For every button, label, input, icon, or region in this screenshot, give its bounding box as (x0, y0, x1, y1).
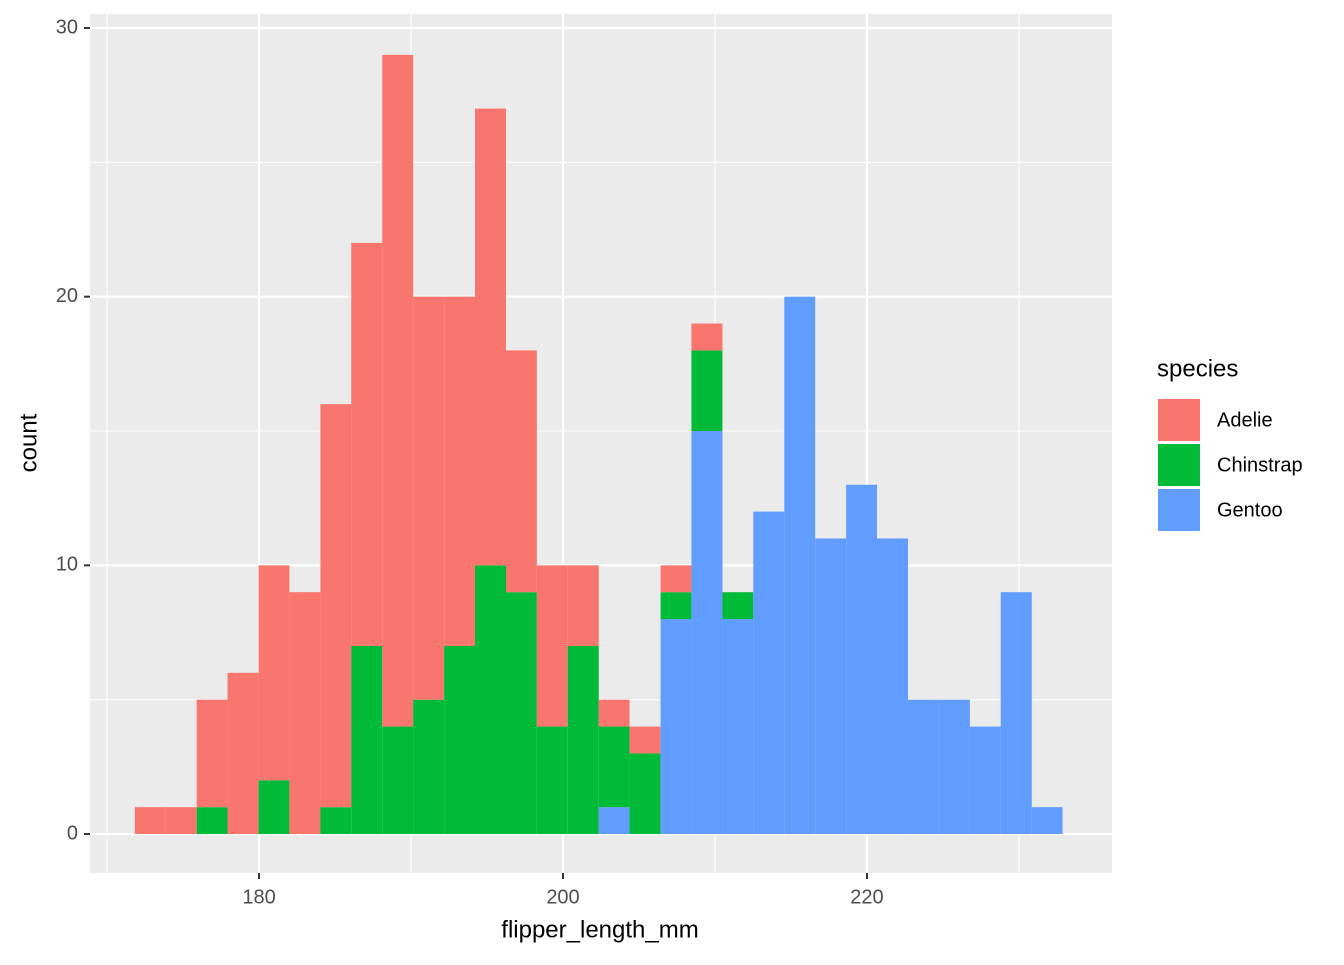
bar (351, 645, 383, 835)
bar (567, 565, 599, 646)
bar (506, 592, 537, 835)
bar (536, 726, 568, 835)
bar (320, 404, 352, 808)
bar (351, 242, 383, 646)
bar (444, 645, 475, 835)
bar (289, 592, 321, 835)
bar (258, 565, 290, 781)
bar (134, 807, 166, 835)
bar (969, 726, 1001, 835)
bar (413, 296, 445, 700)
bar (660, 565, 692, 593)
legend-title: species (1157, 355, 1238, 382)
bar (691, 323, 723, 351)
bar (691, 350, 723, 432)
bar (815, 538, 847, 835)
bar (165, 807, 197, 835)
legend-key (1158, 489, 1200, 531)
bar (536, 565, 568, 727)
bar (506, 350, 537, 593)
bar (1031, 807, 1063, 835)
bar (598, 699, 630, 727)
bar (629, 726, 661, 754)
bar (444, 296, 475, 646)
bar (722, 619, 754, 835)
bar (413, 699, 445, 835)
y-tick-label: 30 (56, 16, 78, 38)
bar (227, 672, 259, 835)
x-axis-title: flipper_length_mm (501, 916, 698, 943)
bar (660, 592, 692, 620)
bar (908, 699, 939, 835)
x-tick-label: 200 (546, 886, 579, 908)
bar (474, 565, 507, 835)
bar (474, 108, 507, 566)
bar (938, 699, 970, 835)
bar (660, 619, 692, 835)
bar (382, 726, 414, 835)
bar (846, 484, 878, 835)
bar (753, 511, 785, 835)
bar (722, 592, 754, 620)
legend-key (1158, 444, 1200, 486)
bar (382, 54, 414, 727)
bar (567, 645, 599, 835)
x-tick-label: 180 (242, 886, 275, 908)
x-tick-label: 220 (850, 886, 883, 908)
bar (320, 807, 352, 835)
bar (258, 780, 290, 835)
bar (629, 753, 661, 835)
y-tick-label: 0 (67, 822, 78, 844)
legend-label: Chinstrap (1217, 454, 1303, 476)
bar (598, 807, 630, 835)
y-axis-title: count (15, 413, 42, 472)
bar (691, 431, 723, 835)
legend-label: Gentoo (1217, 499, 1283, 521)
bar (196, 807, 228, 835)
y-tick-label: 20 (56, 285, 78, 307)
bar (598, 726, 630, 808)
legend-label: Adelie (1217, 409, 1273, 431)
bar (877, 538, 909, 835)
legend-key (1158, 399, 1200, 441)
y-tick-label: 10 (56, 554, 78, 576)
bar (1000, 592, 1032, 835)
bar (784, 296, 816, 835)
bar (196, 699, 228, 808)
